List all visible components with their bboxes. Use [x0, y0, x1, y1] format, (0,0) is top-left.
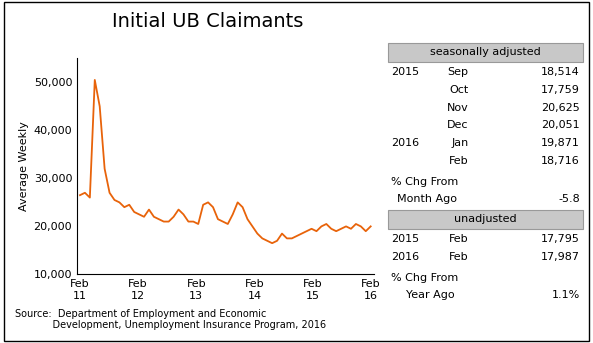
Text: 17,759: 17,759 [541, 85, 580, 95]
Text: 18,716: 18,716 [541, 156, 580, 166]
Text: -5.8: -5.8 [558, 194, 580, 204]
Text: % Chg From: % Chg From [391, 177, 458, 187]
Text: Feb: Feb [449, 252, 468, 262]
Text: 2016: 2016 [391, 138, 419, 148]
Text: Oct: Oct [449, 85, 468, 95]
Text: 17,795: 17,795 [541, 234, 580, 244]
FancyBboxPatch shape [388, 43, 583, 62]
Text: Initial UB Claimants: Initial UB Claimants [112, 12, 303, 31]
Text: 20,625: 20,625 [541, 103, 580, 113]
Text: 17,987: 17,987 [541, 252, 580, 262]
Text: 2015: 2015 [391, 67, 419, 77]
Text: seasonally adjusted: seasonally adjusted [431, 47, 541, 57]
FancyBboxPatch shape [388, 210, 583, 229]
Text: 2016: 2016 [391, 252, 419, 262]
Text: Month Ago: Month Ago [397, 194, 457, 204]
Text: Nov: Nov [447, 103, 468, 113]
Text: 1.1%: 1.1% [551, 290, 580, 300]
Text: unadjusted: unadjusted [454, 214, 517, 224]
Text: Sep: Sep [448, 67, 468, 77]
Text: 2015: 2015 [391, 234, 419, 244]
Text: Dec: Dec [447, 120, 468, 130]
Text: Feb: Feb [449, 234, 468, 244]
Y-axis label: Average Weekly: Average Weekly [20, 121, 30, 211]
Text: 18,514: 18,514 [541, 67, 580, 77]
Text: % Chg From: % Chg From [391, 273, 458, 283]
Text: Jan: Jan [451, 138, 468, 148]
Text: Source:  Department of Employment and Economic
            Development, Unemploy: Source: Department of Employment and Eco… [15, 309, 326, 330]
Text: 19,871: 19,871 [541, 138, 580, 148]
Text: Feb: Feb [449, 156, 468, 166]
Text: 20,051: 20,051 [541, 120, 580, 130]
Text: Year Ago: Year Ago [406, 290, 455, 300]
